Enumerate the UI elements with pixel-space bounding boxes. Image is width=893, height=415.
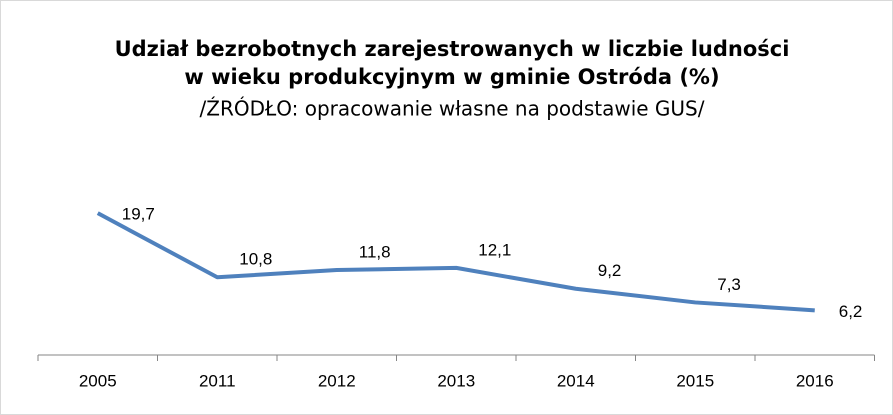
x-tick-label: 2012 [318, 371, 356, 390]
x-tick-label: 2014 [557, 371, 595, 390]
x-tick-label: 2011 [199, 371, 236, 390]
data-label: 10,8 [239, 250, 272, 269]
chart-title: w wieku produkcyjnym w gminie Ostróda (%… [184, 65, 719, 89]
data-label: 9,2 [598, 261, 622, 280]
chart-subtitle: /ŹRÓDŁO: opracowanie własne na podstawie… [200, 97, 705, 121]
data-label: 19,7 [122, 205, 155, 224]
data-label: 7,3 [717, 275, 741, 294]
x-tick-label: 2015 [676, 371, 714, 390]
data-label: 12,1 [478, 240, 511, 259]
data-label: 11,8 [359, 243, 391, 262]
chart-title: Udział bezrobotnych zarejestrowanych w l… [115, 37, 790, 61]
x-tick-label: 2013 [437, 371, 475, 390]
data-label: 6,2 [839, 302, 863, 321]
series-line [96, 211, 815, 313]
x-tick-label: 2005 [79, 371, 117, 390]
x-tick-label: 2016 [796, 371, 834, 390]
